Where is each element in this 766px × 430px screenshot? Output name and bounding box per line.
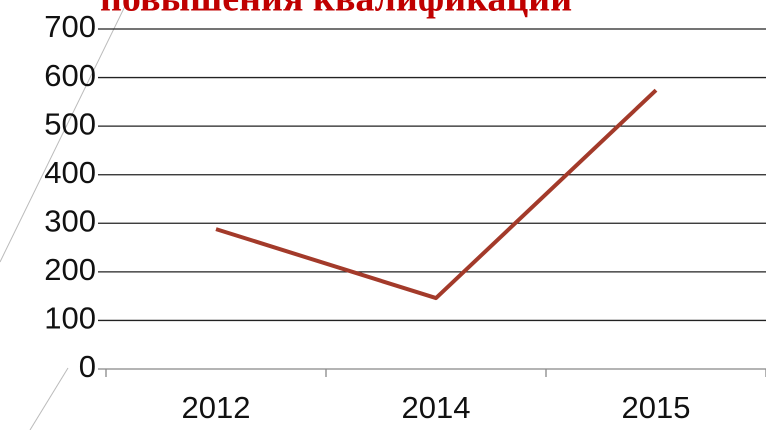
y-tick-label: 500 <box>44 106 96 141</box>
chart-title: повышения квалификации <box>100 0 572 20</box>
y-tick-label: 300 <box>44 203 96 238</box>
x-tick-label: 2015 <box>622 390 691 425</box>
y-tick-label: 700 <box>44 9 96 44</box>
decor-line <box>0 0 129 263</box>
x-tick-label: 2014 <box>402 390 471 425</box>
y-tick-label: 600 <box>44 58 96 93</box>
y-tick-label: 0 <box>79 349 96 384</box>
y-tick-label: 400 <box>44 155 96 190</box>
decor-line <box>29 367 69 430</box>
x-tick-label: 2012 <box>182 390 251 425</box>
line-series <box>215 88 658 301</box>
y-tick-label: 100 <box>44 301 96 336</box>
y-tick-label: 200 <box>44 252 96 287</box>
